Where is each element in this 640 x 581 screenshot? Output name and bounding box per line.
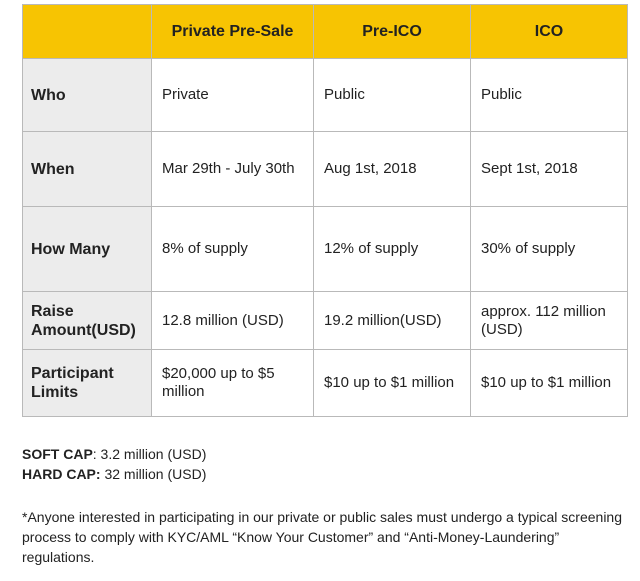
table-cell: Sept 1st, 2018 — [470, 131, 628, 207]
table-cell: 19.2 million(USD) — [313, 291, 471, 350]
table-row: Who Private Public Public — [22, 58, 628, 132]
compliance-note: *Anyone interested in participating in o… — [22, 509, 623, 565]
table-row: Raise Amount(USD) 12.8 million (USD) 19.… — [22, 291, 628, 350]
header-corner-cell — [22, 4, 152, 59]
hard-cap-line: HARD CAP: 32 million (USD) — [22, 464, 206, 484]
sale-phases-table: Private Pre-Sale Pre-ICO ICO Who Private… — [22, 4, 628, 417]
table-cell: $10 up to $1 million — [313, 349, 471, 417]
soft-cap-label: SOFT CAP — [22, 446, 93, 462]
row-label-raise-amount: Raise Amount(USD) — [22, 291, 152, 350]
table-cell: Aug 1st, 2018 — [313, 131, 471, 207]
table-cell: approx. 112 million (USD) — [470, 291, 628, 350]
table-row: Participant Limits $20,000 up to $5 mill… — [22, 349, 628, 417]
table-row: When Mar 29th - July 30th Aug 1st, 2018 … — [22, 131, 628, 207]
hard-cap-label: HARD CAP: — [22, 466, 101, 482]
header-pre-ico: Pre-ICO — [313, 4, 471, 59]
cap-summary: SOFT CAP: 3.2 million (USD) HARD CAP: 32… — [22, 444, 206, 484]
table-cell: 30% of supply — [470, 206, 628, 292]
row-label-participant-limits: Participant Limits — [22, 349, 152, 417]
table-cell: 8% of supply — [151, 206, 314, 292]
row-label-who: Who — [22, 58, 152, 132]
row-label-when: When — [22, 131, 152, 207]
table-cell: Mar 29th - July 30th — [151, 131, 314, 207]
table-row: How Many 8% of supply 12% of supply 30% … — [22, 206, 628, 292]
table-cell: $10 up to $1 million — [470, 349, 628, 417]
table-cell: Public — [313, 58, 471, 132]
table-cell: 12% of supply — [313, 206, 471, 292]
table-cell: $20,000 up to $5 million — [151, 349, 314, 417]
hard-cap-value: 32 million (USD) — [100, 466, 207, 482]
table-header-row: Private Pre-Sale Pre-ICO ICO — [22, 4, 628, 59]
table-cell: 12.8 million (USD) — [151, 291, 314, 350]
header-ico: ICO — [470, 4, 628, 59]
row-label-how-many: How Many — [22, 206, 152, 292]
table-cell: Public — [470, 58, 628, 132]
soft-cap-value: : 3.2 million (USD) — [92, 446, 207, 462]
header-private-pre-sale: Private Pre-Sale — [151, 4, 314, 59]
table-cell: Private — [151, 58, 314, 132]
soft-cap-line: SOFT CAP: 3.2 million (USD) — [22, 444, 206, 464]
